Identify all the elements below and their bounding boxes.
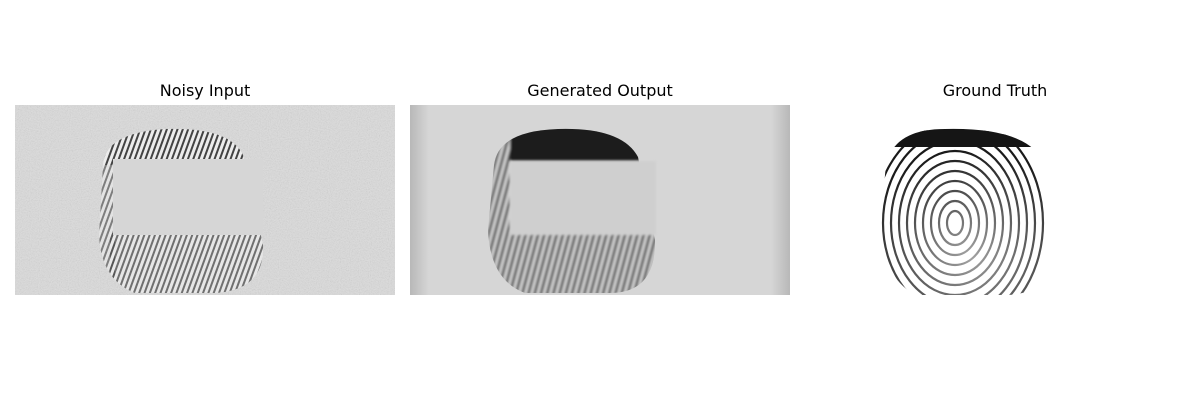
ground-truth-svg	[805, 105, 1185, 295]
generated-output-svg	[410, 105, 790, 295]
inpainted-region	[510, 161, 656, 235]
ground-truth-image	[805, 105, 1185, 295]
ground-truth-title: Ground Truth	[805, 80, 1185, 102]
noisy-input-svg	[15, 105, 395, 295]
generated-output-title: Generated Output	[410, 80, 790, 102]
noisy-input-image	[15, 105, 395, 295]
generated-output-image	[410, 105, 790, 295]
noisy-input-title: Noisy Input	[15, 80, 395, 102]
mask-region	[113, 159, 263, 235]
